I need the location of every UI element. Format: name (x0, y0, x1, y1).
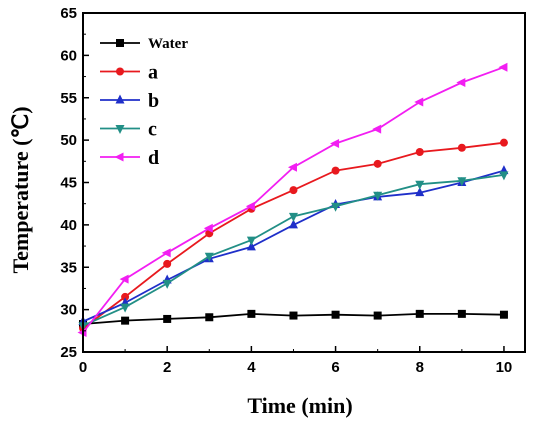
x-tick-label-0: 0 (79, 359, 87, 376)
data-point-a (373, 159, 382, 168)
y-tick-label-25: 25 (60, 344, 77, 361)
y-tick-label-60: 60 (60, 47, 77, 64)
data-point-d (203, 223, 213, 233)
data-point-c (457, 177, 467, 187)
data-point-Water (457, 309, 466, 318)
data-point-d (119, 274, 129, 284)
plot-area (77, 62, 509, 338)
data-point-Water (247, 309, 256, 318)
legend-marker-b (115, 94, 125, 104)
data-point-d (456, 77, 466, 87)
legend-item-b: b (100, 90, 159, 112)
y-tick-label-35: 35 (60, 259, 77, 276)
data-point-a (289, 186, 298, 195)
legend-label-c: c (148, 119, 157, 141)
axes: 0 2 4 6 8 10 25 30 35 40 45 50 55 60 65 (60, 5, 526, 376)
legend-item-c: c (100, 119, 157, 141)
data-point-Water (289, 311, 298, 320)
data-point-d (330, 139, 340, 149)
x-tick-label-10: 10 (496, 359, 513, 376)
x-tick-label-4: 4 (247, 359, 256, 376)
x-tick-label-8: 8 (416, 359, 424, 376)
data-point-a (415, 147, 424, 156)
data-point-c (415, 180, 425, 190)
legend-marker-a (116, 67, 124, 76)
series-line-c (82, 174, 505, 327)
x-tick-label-6: 6 (331, 359, 339, 376)
y-tick-label-50: 50 (60, 132, 77, 149)
data-point-d (161, 248, 171, 258)
data-point-c (162, 279, 172, 289)
data-point-Water (163, 314, 172, 323)
data-point-c (373, 191, 383, 201)
data-point-d (287, 162, 297, 172)
legend-label-Water: Water (148, 36, 188, 52)
data-point-a (163, 259, 172, 268)
data-point-b (415, 187, 425, 197)
data-point-d (414, 97, 424, 107)
data-point-b (288, 219, 298, 229)
data-point-Water (205, 313, 214, 322)
data-point-a (121, 292, 130, 301)
y-tick-label-65: 65 (60, 5, 77, 22)
data-point-c (120, 303, 130, 313)
legend-label-a: a (148, 62, 158, 84)
data-point-d (245, 201, 255, 211)
data-point-Water (373, 311, 382, 320)
legend-marker-Water (116, 39, 124, 47)
y-tick-label-40: 40 (60, 217, 77, 234)
legend-label-b: b (148, 90, 159, 112)
y-tick-label-55: 55 (60, 90, 77, 107)
series-a (79, 138, 508, 333)
series-line-d (82, 66, 505, 334)
data-point-Water (499, 310, 508, 319)
data-point-c (499, 171, 509, 181)
legend-item-d: d (100, 147, 159, 169)
x-axis-title: Time (min) (247, 393, 352, 418)
x-tick-label-2: 2 (163, 359, 171, 376)
data-point-c (331, 202, 341, 212)
data-point-Water (415, 309, 424, 318)
legend-item-Water: Water (100, 36, 188, 52)
series-d (77, 62, 508, 338)
legend-marker-c (115, 125, 125, 134)
legend-label-d: d (148, 147, 159, 169)
data-point-d (498, 62, 508, 72)
data-point-a (499, 138, 508, 147)
data-point-c (204, 252, 214, 262)
series-Water (79, 309, 508, 329)
y-tick-label-45: 45 (60, 175, 77, 192)
data-point-Water (331, 310, 340, 319)
data-point-b (246, 241, 256, 251)
data-point-d (372, 124, 382, 134)
legend-marker-d (114, 152, 124, 162)
legend-item-a: a (100, 62, 158, 84)
y-tick-label-30: 30 (60, 302, 77, 319)
data-point-Water (121, 316, 130, 325)
data-point-c (246, 236, 256, 246)
data-point-a (331, 166, 340, 175)
y-axis-title: Temperature (℃) (8, 106, 33, 273)
series-c (78, 171, 509, 332)
data-point-c (288, 212, 298, 222)
data-point-a (457, 143, 466, 152)
series-line-a (82, 141, 505, 330)
